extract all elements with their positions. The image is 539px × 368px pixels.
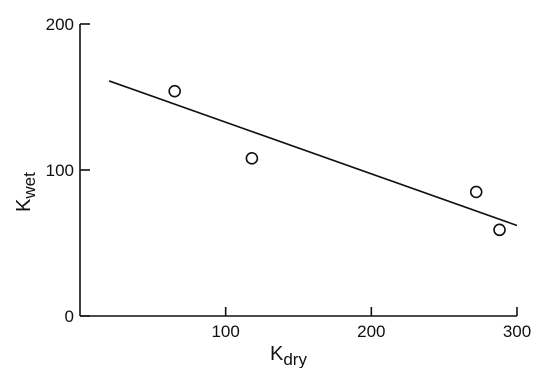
data-points [168,84,506,237]
x-tick-label-200: 200 [357,322,385,341]
y-axis-label: Kwet [13,172,39,212]
y-axis-label-sub: wet [20,172,39,200]
y-tick-label-200: 200 [46,15,74,34]
data-point-2 [245,152,259,165]
axis-ticks [80,23,518,317]
x-axis-label-main: K [270,343,284,365]
trend-line [108,80,518,227]
y-axis-label-main: K [13,198,35,212]
x-axis-label: Kdry [270,343,307,368]
data-point-3 [469,185,483,199]
x-axis-label-sub: dry [283,350,307,368]
y-tick-label-100: 100 [46,161,74,180]
x-tick-label-300: 300 [503,322,531,341]
data-point-1 [168,84,181,98]
axes [79,24,517,317]
y-tick-label-0: 0 [65,307,74,326]
axis-tick-labels: 100 200 300 0 100 200 [46,15,532,341]
x-tick-label-100: 100 [211,322,239,341]
data-point-4 [493,223,506,237]
